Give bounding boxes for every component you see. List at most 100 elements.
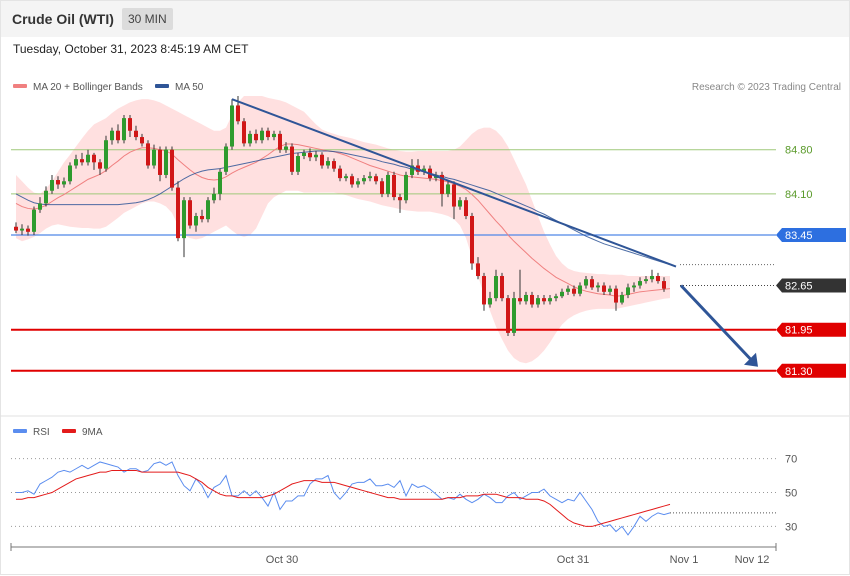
candle <box>344 173 348 182</box>
candle-body <box>146 143 150 166</box>
candle-body <box>488 298 492 305</box>
candle <box>500 272 504 302</box>
candle-body <box>380 181 384 194</box>
candle-body <box>68 165 72 182</box>
candle-body <box>170 149 174 188</box>
candle-body <box>404 174 408 201</box>
candle-body <box>632 285 636 288</box>
candle-body <box>578 285 582 294</box>
candle <box>110 127 114 145</box>
candle <box>392 171 396 201</box>
ma50-legend-label: MA 50 <box>175 82 204 93</box>
candle <box>224 143 228 175</box>
credit-text: Research © 2023 Trading Central <box>692 82 841 93</box>
x-tick-label: Nov 1 <box>670 554 699 566</box>
candle <box>164 146 168 179</box>
candle-body <box>194 216 198 226</box>
candle <box>230 99 234 150</box>
candle <box>86 149 90 166</box>
candle <box>632 282 636 292</box>
candle-body <box>344 176 348 179</box>
candle <box>254 129 258 144</box>
timestamp: Tuesday, October 31, 2023 8:45:19 AM CET <box>13 42 249 56</box>
candle <box>104 135 108 172</box>
rsi-tick-30: 30 <box>785 521 797 533</box>
candle <box>116 124 120 144</box>
bollinger-band-layer <box>16 96 670 364</box>
candle <box>218 168 222 201</box>
candle-body <box>212 193 216 201</box>
candles-layer <box>14 96 666 337</box>
ma20-legend-swatch <box>13 84 27 88</box>
candle <box>386 171 390 198</box>
candle <box>398 193 402 213</box>
candle <box>584 276 588 289</box>
candle <box>356 178 360 188</box>
candle <box>608 285 612 295</box>
candle-body <box>152 149 156 166</box>
projection-arrowhead <box>744 352 758 367</box>
candle <box>242 118 246 147</box>
candle <box>308 148 312 162</box>
candle-body <box>620 294 624 303</box>
candle-body <box>500 276 504 299</box>
candle <box>98 159 102 175</box>
ma20-legend-label: MA 20 + Bollinger Bands <box>33 82 143 93</box>
candle <box>578 282 582 297</box>
candle-body <box>554 296 558 299</box>
candle-body <box>656 276 660 282</box>
projection-arrow-shaft <box>679 284 755 363</box>
candle-body <box>584 279 588 286</box>
candle <box>188 197 192 229</box>
candle <box>314 150 318 162</box>
level-label-82.65: 82.65 <box>785 281 813 293</box>
candle-body <box>32 209 36 232</box>
candle-body <box>482 276 486 305</box>
candle <box>62 177 66 188</box>
candle-body <box>182 200 186 239</box>
level-label-84.80: 84.80 <box>785 145 813 157</box>
candle <box>320 152 324 169</box>
candle <box>374 173 378 185</box>
candle <box>20 224 24 235</box>
candle <box>158 146 162 182</box>
candle <box>476 257 480 280</box>
candle <box>560 288 564 299</box>
x-tick-label: Oct 31 <box>557 554 589 566</box>
candle-body <box>134 130 138 138</box>
candle <box>272 130 276 141</box>
candle-body <box>602 285 606 292</box>
rsi-tick-50: 50 <box>785 488 797 500</box>
candle <box>50 174 54 194</box>
candle <box>650 269 654 283</box>
candle-body <box>302 152 306 157</box>
candle-body <box>164 149 168 175</box>
rsi-legend-label: RSI <box>33 427 50 438</box>
candle <box>464 197 468 220</box>
candle-body <box>368 176 372 179</box>
candle-body <box>98 162 102 169</box>
candle-body <box>44 190 48 204</box>
level-label-83.45: 83.45 <box>785 230 813 242</box>
ma50-legend-swatch <box>155 84 169 88</box>
timeframe-badge[interactable]: 30 MIN <box>122 8 173 30</box>
candle-body <box>224 146 228 172</box>
ma20-line <box>15 143 671 297</box>
candle-body <box>140 137 144 144</box>
candle <box>452 181 456 220</box>
candle <box>128 114 132 138</box>
candle-body <box>14 226 18 231</box>
x-tick-label: Oct 30 <box>266 554 298 566</box>
rsi-legend-swatch <box>13 429 27 433</box>
candle-body <box>284 146 288 150</box>
candle <box>506 294 510 337</box>
candle <box>512 291 516 337</box>
candle <box>80 152 84 166</box>
candle-body <box>38 203 42 210</box>
candle <box>152 144 156 169</box>
level-tag-81.30 <box>776 363 846 378</box>
level-tag-81.95 <box>776 322 846 337</box>
candle-body <box>326 161 330 166</box>
candle <box>446 181 450 198</box>
